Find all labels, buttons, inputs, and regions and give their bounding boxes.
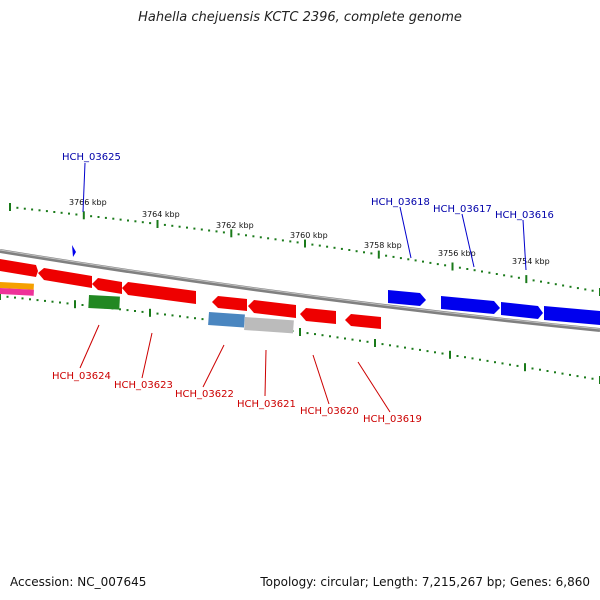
label-leader-line: [461, 213, 475, 268]
gene-label-hch-03617[interactable]: HCH_03617: [433, 204, 492, 215]
gene-label-hch-03621[interactable]: HCH_03621: [237, 399, 296, 410]
page-title: Hahella chejuensis KCTC 2396, complete g…: [138, 10, 462, 25]
label-leader-line: [82, 162, 86, 213]
gene-arrow-hch-03617[interactable]: [441, 296, 500, 314]
genome-stats-text: Topology: circular; Length: 7,215,267 bp…: [260, 575, 590, 589]
scale-label: 3758 kbp: [364, 241, 402, 250]
gene-arrow-hch-03619[interactable]: [345, 314, 381, 329]
gene-label-hch-03622[interactable]: HCH_03622: [175, 389, 234, 400]
scale-label: 3764 kbp: [142, 210, 180, 219]
gene-arrow-partial[interactable]: [0, 259, 38, 277]
label-leader-line: [264, 349, 267, 397]
scale-label: 3756 kbp: [438, 249, 476, 258]
scale-label: 3766 kbp: [69, 198, 107, 207]
gene-arrow-partial-orange[interactable]: [0, 282, 34, 290]
gene-box-green[interactable]: [88, 295, 120, 310]
gene-arrow-hch-03618[interactable]: [388, 290, 426, 306]
label-leader-line: [357, 361, 391, 413]
gene-box-grey[interactable]: [244, 317, 294, 334]
accession-text: Accession: NC_007645: [10, 575, 147, 589]
gene-label-hch-03618[interactable]: HCH_03618: [371, 197, 430, 208]
label-leader-line: [522, 219, 527, 271]
label-leader-line: [399, 206, 412, 259]
scale-label: 3762 kbp: [216, 221, 254, 230]
gene-label-hch-03623[interactable]: HCH_03623: [114, 380, 173, 391]
gene-arrow-hch-03621[interactable]: [248, 300, 296, 318]
gene-arrow-partial-magenta[interactable]: [0, 288, 34, 296]
gene-arrow-partial-blue[interactable]: [544, 306, 600, 325]
gene-label-hch-03624[interactable]: HCH_03624: [52, 371, 111, 382]
scale-ticks-upper: [9, 203, 600, 296]
gene-arrow-hch-03622[interactable]: [212, 296, 247, 311]
label-leader-line: [79, 324, 100, 369]
genome-backbone: [0, 249, 600, 332]
gene-label-hch-03620[interactable]: HCH_03620: [300, 406, 359, 417]
label-leader-line: [202, 344, 225, 388]
label-leader-line: [141, 332, 153, 379]
gene-arrow-hch-03616[interactable]: [501, 302, 543, 319]
gene-arrow-hch-03623-a[interactable]: [92, 278, 122, 294]
gene-label-hch-03619[interactable]: HCH_03619: [363, 414, 422, 425]
gene-label-hch-03616[interactable]: HCH_03616: [495, 210, 554, 221]
gene-arrow-hch-03624[interactable]: [38, 268, 92, 288]
gene-arrow-hch-03620[interactable]: [300, 308, 336, 324]
label-leader-line: [312, 354, 330, 405]
scale-label: 3754 kbp: [512, 257, 550, 266]
forward-strand-marker: [72, 245, 76, 257]
gene-box-steelblue[interactable]: [208, 312, 245, 328]
scale-label: 3760 kbp: [290, 231, 328, 240]
gene-label-hch-03625[interactable]: HCH_03625: [62, 152, 121, 163]
gene-arrow-hch-03623-b[interactable]: [122, 282, 196, 304]
